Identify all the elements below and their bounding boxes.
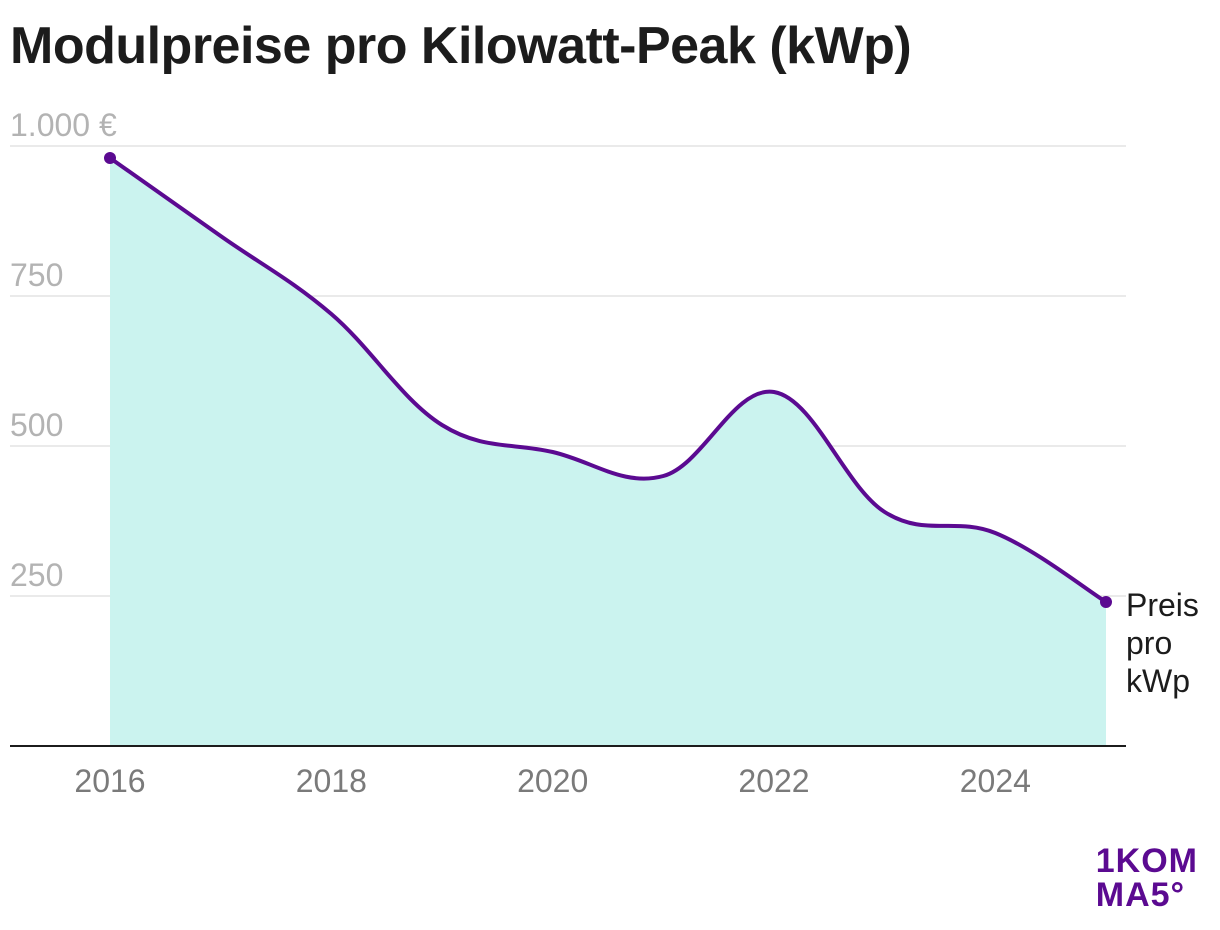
data-point — [1100, 596, 1112, 608]
end-points — [104, 152, 1112, 608]
y-tick-label: 250 — [10, 557, 63, 593]
x-tick-label: 2024 — [960, 763, 1031, 799]
series-label-line: kWp — [1126, 663, 1190, 699]
x-axis-ticks: 2016 2018 2020 2022 2024 — [74, 763, 1031, 799]
price-line — [108, 156, 1108, 604]
logo-line-2: MA5° — [1095, 876, 1186, 914]
x-tick-label: 2018 — [296, 763, 367, 799]
logo-line-1: 1KOM — [1095, 842, 1198, 880]
y-tick-label: 750 — [10, 257, 63, 293]
x-tick-label: 2022 — [738, 763, 809, 799]
y-tick-label: 500 — [10, 407, 63, 443]
series-label-line: pro — [1126, 625, 1172, 661]
brand-logo: 1KOM MA5° — [1096, 844, 1198, 912]
x-tick-label: 2016 — [74, 763, 145, 799]
data-point — [104, 152, 116, 164]
price-area — [110, 158, 1106, 746]
series-label-line: Preis — [1126, 587, 1199, 623]
chart-title: Modulpreise pro Kilowatt-Peak (kWp) — [10, 17, 912, 75]
y-axis-ticks: 250 500 750 1.000 € — [10, 107, 117, 593]
y-tick-label: 1.000 € — [10, 107, 117, 143]
x-tick-label: 2020 — [517, 763, 588, 799]
